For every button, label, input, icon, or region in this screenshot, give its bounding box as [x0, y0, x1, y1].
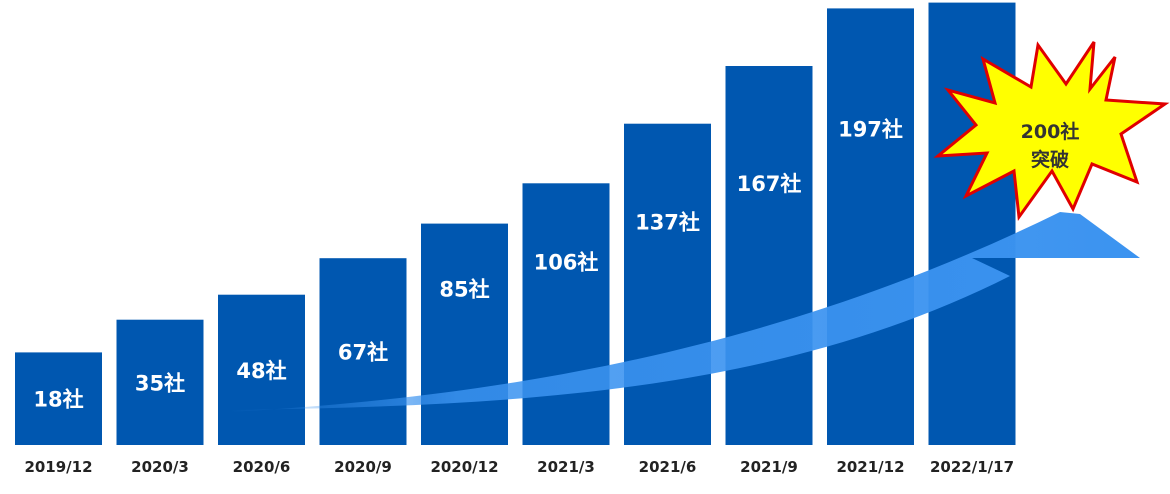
x-tick-label: 2020/6 [233, 458, 291, 476]
data-label: 35社 [135, 371, 185, 395]
growth-arrow [230, 212, 1140, 412]
starburst-shape [933, 41, 1170, 222]
data-label: 106社 [534, 251, 599, 275]
x-tick-label: 2019/12 [24, 458, 92, 476]
bar-2020-9 [319, 258, 407, 445]
bar-2019-12 [15, 352, 102, 445]
data-label: 197社 [838, 117, 903, 141]
annotation-line2: 突破 [1031, 148, 1069, 171]
bar-2020-6 [218, 294, 305, 445]
data-label: 48社 [236, 359, 286, 383]
data-label: 18社 [33, 388, 83, 412]
bars-group [15, 2, 1016, 446]
x-tick-label: 2020/9 [334, 458, 392, 476]
starburst-badge: 200社 突破 [933, 41, 1170, 222]
x-tick-label: 2021/12 [836, 458, 904, 476]
bar-labels-group: 18社 35社 48社 67社 85社 106社 137社 167社 197社 [33, 117, 903, 411]
data-label: 85社 [439, 278, 489, 302]
x-tick-label: 2020/3 [131, 458, 189, 476]
bar-2020-12 [421, 223, 508, 445]
x-tick-label: 2022/1/17 [930, 458, 1014, 476]
bar-2021-12 [827, 8, 914, 446]
bar-2020-3 [116, 319, 204, 445]
data-label: 137社 [635, 211, 700, 235]
x-tick-labels-group: 2019/12 2020/3 2020/6 2020/9 2020/12 2021/3 20… [24, 458, 1014, 476]
x-tick-label: 2021/9 [740, 458, 798, 476]
bar-2021-9 [725, 66, 813, 445]
bar-2021-3 [522, 183, 610, 446]
annotation-line1: 200社 [1021, 120, 1080, 143]
x-tick-label: 2020/12 [430, 458, 498, 476]
data-label: 167社 [737, 172, 802, 196]
bar-2021-6 [624, 123, 711, 445]
x-tick-label: 2021/6 [639, 458, 697, 476]
x-tick-label: 2021/3 [537, 458, 595, 476]
data-label: 67社 [338, 341, 388, 365]
